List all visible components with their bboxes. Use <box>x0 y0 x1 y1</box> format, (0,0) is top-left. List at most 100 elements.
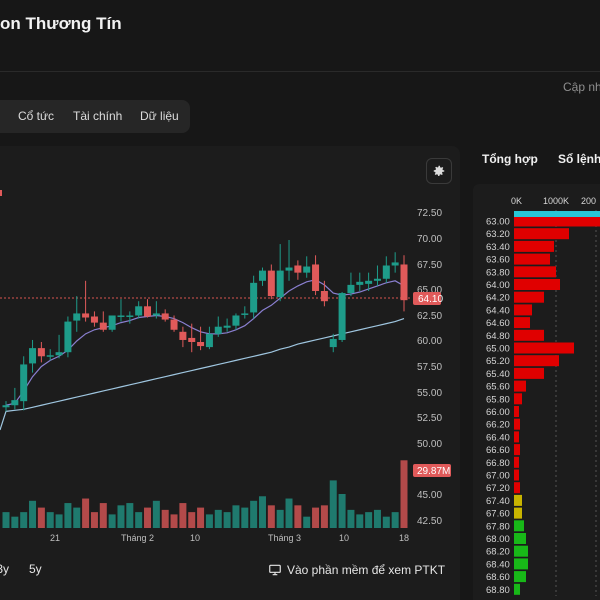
vp-price-label: 65.40 <box>486 369 510 380</box>
candle-body <box>2 405 10 408</box>
candle <box>188 323 196 353</box>
volume-bar <box>73 507 81 528</box>
candle <box>29 339 37 373</box>
vp-bar <box>514 215 600 227</box>
vp-price-label: 64.00 <box>486 280 510 291</box>
volume-bar <box>55 514 63 528</box>
candle <box>55 334 63 359</box>
vp-price-label: 66.80 <box>486 458 510 469</box>
candle-body <box>365 280 373 284</box>
candle <box>37 342 45 363</box>
candle-body <box>303 266 311 273</box>
section-tabs: Cổ tức Tài chính Dữ liệu <box>0 100 190 133</box>
volume-bar <box>365 512 373 528</box>
vp-bar <box>514 507 522 519</box>
volume-bar <box>64 503 72 528</box>
vp-price-label: 65.00 <box>486 344 510 355</box>
page-title: on Thương Tín <box>0 14 122 33</box>
volume-bar <box>37 507 45 528</box>
range-tab-5y[interactable]: 5y <box>29 562 42 576</box>
candle-body <box>170 319 178 330</box>
vp-bar <box>514 355 559 367</box>
vp-bar <box>514 418 520 430</box>
candle-body <box>99 322 107 330</box>
volume-bar <box>223 512 231 528</box>
volume-bar <box>82 498 90 528</box>
volume-bar <box>382 516 390 528</box>
candle <box>90 311 98 327</box>
candle-body <box>391 262 399 266</box>
candle-body <box>46 355 54 357</box>
vp-price-label: 66.20 <box>486 420 510 431</box>
candle <box>20 356 28 411</box>
volume-bar <box>391 512 399 528</box>
last-volume-label: 29.87M <box>417 466 450 477</box>
tab-order-book[interactable]: Sổ lệnh <box>558 152 600 166</box>
volume-tick: 45.00 <box>417 490 442 501</box>
vp-price-label: 67.60 <box>486 509 510 520</box>
vp-bar <box>514 367 544 379</box>
vp-bar <box>514 317 530 329</box>
candle <box>258 267 266 286</box>
candle-body <box>267 270 275 297</box>
candle-body <box>188 337 196 342</box>
price-tick: 52.50 <box>417 413 442 424</box>
volume-tick: 42.50 <box>417 516 442 527</box>
vp-bar <box>514 342 574 354</box>
candle <box>223 318 231 332</box>
volume-bar <box>276 509 284 528</box>
volume-bar <box>197 507 205 528</box>
candle-body <box>250 282 258 313</box>
candle-body <box>241 313 249 315</box>
vp-price-label: 63.00 <box>486 217 510 228</box>
open-ptkt-link[interactable]: Vào phần mềm để xem PTKT <box>268 563 445 577</box>
vp-bar <box>514 533 526 544</box>
vp-bar <box>514 494 522 506</box>
vp-price-label: 67.40 <box>486 496 510 507</box>
vp-price-label: 68.80 <box>486 585 510 596</box>
vp-price-label: 68.40 <box>486 559 510 570</box>
vp-price-label: 65.80 <box>486 394 510 405</box>
volume-bar <box>258 496 266 528</box>
volume-bars <box>2 460 408 528</box>
tab-summary[interactable]: Tổng hợp <box>482 152 538 166</box>
candle <box>126 311 134 324</box>
candle-body <box>90 316 98 323</box>
candle <box>232 313 240 330</box>
candle-body <box>400 264 408 301</box>
candle <box>303 256 311 278</box>
vp-bar <box>514 482 520 494</box>
candle <box>73 296 81 332</box>
candle-body <box>223 325 231 328</box>
candle <box>347 272 355 297</box>
updated-label: Cập nh <box>563 80 600 94</box>
vp-price-label: 64.80 <box>486 331 510 342</box>
vp-price-label: 66.60 <box>486 445 510 456</box>
range-tab-3y[interactable]: 3y <box>0 562 9 579</box>
vp-highlight-bar <box>514 211 600 217</box>
candle <box>205 326 213 350</box>
tab-data[interactable]: Dữ liệu <box>140 109 179 123</box>
candle <box>373 265 381 286</box>
candle <box>250 275 258 319</box>
vp-axis-tick: 200 <box>581 196 596 206</box>
candle <box>338 292 346 342</box>
tab-financials[interactable]: Tài chính <box>73 109 123 123</box>
volume-bar <box>2 512 10 528</box>
vp-bar <box>514 456 519 468</box>
vp-bar <box>514 545 528 557</box>
vp-price-label: 63.80 <box>486 267 510 278</box>
volume-bar <box>347 509 355 528</box>
price-tick: 62.50 <box>417 311 442 322</box>
gear-icon <box>433 165 445 177</box>
vp-bar <box>514 380 526 392</box>
volume-bar <box>126 503 134 528</box>
vp-bar <box>514 469 519 481</box>
volume-bar <box>356 514 364 528</box>
candle <box>11 387 19 410</box>
candle <box>64 316 72 358</box>
chart-settings-button[interactable] <box>426 158 452 184</box>
candle-body <box>37 348 45 357</box>
volume-bar <box>205 514 213 528</box>
tab-dividends[interactable]: Cổ tức <box>18 109 55 123</box>
